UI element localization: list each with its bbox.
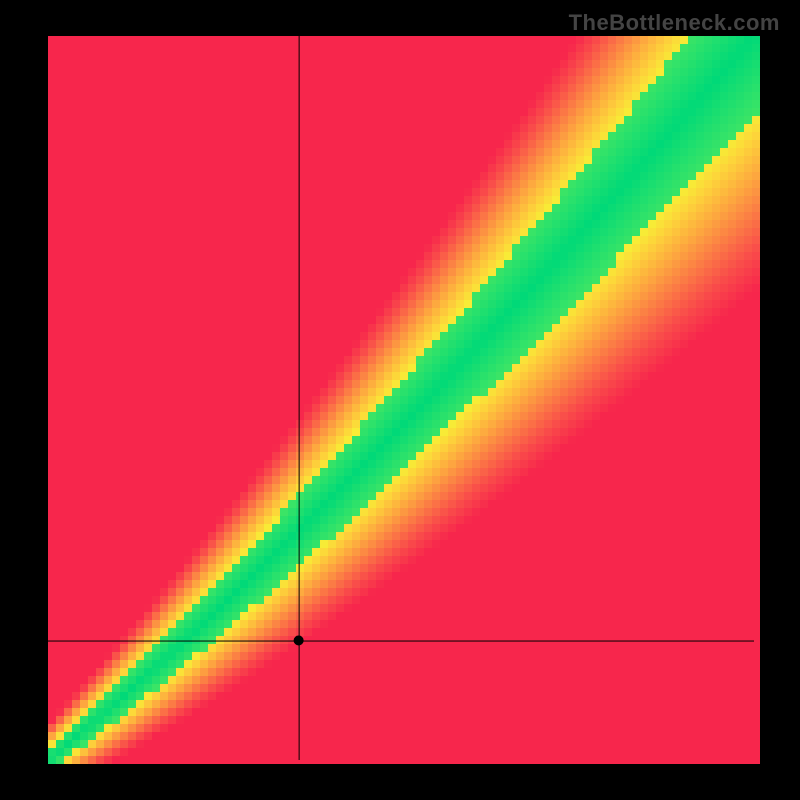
chart-container: TheBottleneck.com	[0, 0, 800, 800]
bottleneck-heatmap	[0, 0, 800, 800]
watermark-text: TheBottleneck.com	[569, 10, 780, 36]
